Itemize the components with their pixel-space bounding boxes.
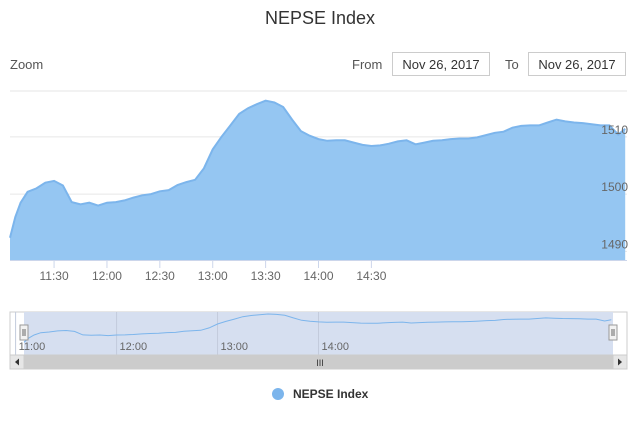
scroll-right-arrow[interactable] [612,354,628,370]
y-tick-label: 1510 [601,123,628,137]
y-tick-label: 1500 [601,180,628,194]
scrollbar-thumb[interactable] [24,355,613,369]
navigator-series-line [23,313,612,343]
from-label: From [352,57,383,72]
legend-marker [271,387,284,400]
chart-title: NEPSE Index [264,8,376,28]
x-tick-label: 12:30 [145,269,175,283]
navigator-tick-label: 14:00 [322,341,350,353]
scroll-left-arrow[interactable] [9,354,25,370]
navigator-x-axis: 11:00 12:00 13:00 14:00 [19,341,349,353]
navigator[interactable]: 11:00 12:00 13:00 14:00 [9,311,628,356]
navigator-tick-label: 11:00 [19,341,46,353]
legend-label: NEPSE Index [292,386,369,401]
x-tick-label: 13:00 [198,269,228,283]
y-axis: 1490 1500 1510 [601,123,628,252]
x-tick-label: 14:00 [303,269,333,283]
x-tick-label: 13:30 [251,269,281,283]
legend[interactable]: NEPSE Index [0,386,640,401]
navigator-grid [15,312,319,355]
from-date-input[interactable] [392,52,490,76]
to-label: To [505,57,519,72]
y-tick-label: 1490 [601,237,628,251]
zoom-label: Zoom [10,57,44,72]
scrollbar-grip: III [316,358,324,368]
chart-area: 11:30 12:00 12:30 13:00 13:30 14:00 14:30 1490… [9,90,628,370]
x-tick-label: 14:30 [356,269,386,283]
series-line[interactable] [9,99,626,238]
navigator-left-handle[interactable] [19,324,29,341]
series-area [10,100,626,260]
to-date-input[interactable] [528,52,626,76]
x-tick-label: 11:30 [40,269,69,283]
navigator-right-handle[interactable] [608,324,618,341]
navigator-tick-label: 12:00 [120,341,148,353]
scrollbar[interactable]: III [9,354,628,370]
navigator-tick-label: 13:00 [221,341,249,353]
series-layer [9,99,626,260]
x-axis: 11:30 12:00 12:30 13:00 13:30 14:00 14:30 [10,260,627,283]
x-tick-label: 12:00 [92,269,122,283]
